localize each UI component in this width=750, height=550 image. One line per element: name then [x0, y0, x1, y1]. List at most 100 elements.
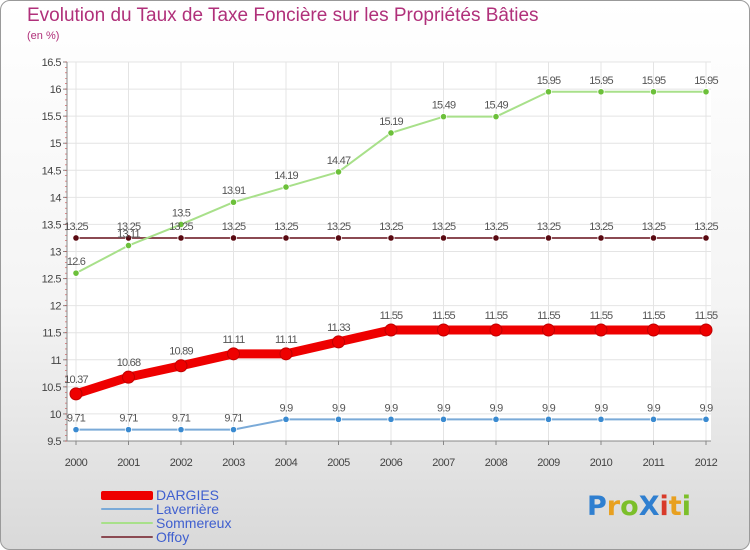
data-label-laverriere: 9.9	[280, 402, 294, 414]
data-label-sommereux: 13.91	[222, 185, 246, 197]
data-label-laverriere: 9.71	[172, 413, 191, 425]
data-label-laverriere: 9.9	[332, 402, 346, 414]
data-point-dargies	[489, 323, 503, 337]
data-point-sommereux	[124, 241, 133, 250]
data-point-offoy	[334, 234, 343, 242]
data-point-sommereux	[649, 88, 658, 96]
data-label-dargies: 11.55	[432, 310, 455, 322]
y-tick-label: 15.5	[42, 111, 62, 123]
x-tick-label: 2006	[380, 457, 403, 469]
y-tick-label: 12	[50, 301, 62, 313]
x-tick-label: 2012	[695, 457, 718, 469]
x-tick-label: 2004	[275, 457, 298, 469]
data-point-dargies	[647, 323, 660, 337]
y-tick-label: 13	[50, 247, 62, 259]
axes: 9.51010.51111.51212.51313.51414.51515.51…	[42, 57, 719, 469]
data-label-sommereux: 12.6	[67, 256, 86, 268]
data-label-sommereux: 15.49	[484, 100, 508, 112]
data-label-offoy: 13.25	[432, 221, 456, 233]
y-tick-label: 11	[51, 355, 62, 367]
logo-letter: r	[606, 491, 621, 522]
legend-label-laverriere: Laverrière	[156, 501, 220, 517]
data-label-laverriere: 9.9	[437, 402, 451, 414]
data-point-laverriere	[597, 415, 605, 423]
data-point-offoy	[124, 234, 133, 242]
data-point-dargies	[227, 347, 240, 361]
data-point-laverriere	[282, 415, 290, 423]
data-point-laverriere	[229, 426, 238, 434]
data-point-offoy	[544, 234, 553, 242]
data-label-sommereux: 15.95	[537, 75, 561, 87]
data-point-laverriere	[702, 415, 710, 423]
data-point-offoy	[177, 234, 185, 242]
legend-label-sommereux: Sommereux	[156, 515, 232, 531]
x-tick-label: 2008	[485, 457, 508, 469]
data-label-dargies: 11.11	[223, 334, 246, 346]
data-point-dargies	[279, 347, 293, 361]
data-point-laverriere	[72, 426, 80, 434]
series	[69, 88, 713, 434]
x-tick-label: 2011	[643, 457, 665, 469]
x-tick-label: 2005	[327, 457, 350, 469]
data-point-offoy	[387, 234, 395, 242]
data-point-sommereux	[282, 183, 290, 191]
data-point-sommereux	[702, 88, 710, 96]
data-point-laverriere	[334, 415, 343, 423]
data-point-offoy	[72, 234, 80, 242]
x-tick-label: 2010	[590, 457, 613, 469]
unit-label: (en %)	[27, 30, 60, 42]
data-point-sommereux	[177, 220, 185, 229]
data-label-laverriere: 9.71	[119, 413, 138, 425]
data-point-laverriere	[124, 426, 133, 434]
data-label-dargies: 11.55	[380, 310, 403, 322]
data-point-sommereux	[229, 198, 238, 206]
data-label-sommereux: 15.95	[694, 75, 718, 87]
legend-item-offoy: Offoy	[101, 529, 189, 545]
logo-letter: i	[659, 491, 669, 522]
data-label-dargies: 11.55	[695, 310, 718, 322]
x-tick-label: 2009	[537, 457, 560, 469]
data-point-offoy	[439, 234, 448, 242]
logo-letter: t	[668, 491, 682, 522]
x-tick-label: 2007	[432, 457, 455, 469]
data-point-offoy	[597, 234, 605, 242]
data-label-offoy: 13.25	[642, 221, 666, 233]
data-label-sommereux: 14.47	[327, 155, 351, 167]
data-label-sommereux: 15.49	[432, 100, 456, 112]
data-point-sommereux	[597, 88, 605, 96]
data-point-laverriere	[177, 426, 185, 434]
data-point-laverriere	[387, 415, 395, 423]
legend-swatch-sommereux	[101, 522, 153, 524]
data-point-dargies	[384, 323, 398, 337]
legend-swatch-dargies	[101, 490, 153, 500]
data-point-dargies	[122, 370, 135, 384]
data-label-laverriere: 9.71	[224, 413, 243, 425]
data-label-offoy: 13.25	[274, 221, 298, 233]
data-point-laverriere	[544, 415, 553, 423]
x-tick-label: 2001	[117, 457, 140, 469]
data-label-laverriere: 9.9	[542, 402, 556, 414]
data-point-offoy	[649, 234, 658, 242]
y-tick-label: 13.5	[42, 219, 62, 231]
x-tick-label: 2003	[222, 457, 245, 469]
data-label-dargies: 10.37	[64, 374, 88, 386]
legend-item-laverriere: Laverrière	[101, 501, 220, 517]
y-tick-label: 10	[50, 409, 62, 421]
data-label-offoy: 13.25	[379, 221, 403, 233]
logo-letter: P	[587, 491, 607, 522]
data-label-sommereux: 13.11	[117, 229, 140, 241]
data-point-dargies	[542, 323, 555, 337]
y-tick-label: 11.5	[42, 328, 61, 340]
data-label-offoy: 13.25	[64, 221, 88, 233]
y-tick-label: 9.5	[47, 436, 61, 448]
data-point-dargies	[594, 323, 608, 337]
data-point-sommereux	[387, 129, 395, 137]
data-point-laverriere	[439, 415, 448, 423]
data-point-sommereux	[439, 113, 448, 121]
chart-title: Evolution du Taux de Taxe Foncière sur l…	[27, 5, 539, 26]
data-point-offoy	[702, 234, 710, 242]
x-tick-label: 2000	[65, 457, 88, 469]
data-label-offoy: 13.25	[222, 221, 246, 233]
data-label-offoy: 13.25	[589, 221, 613, 233]
